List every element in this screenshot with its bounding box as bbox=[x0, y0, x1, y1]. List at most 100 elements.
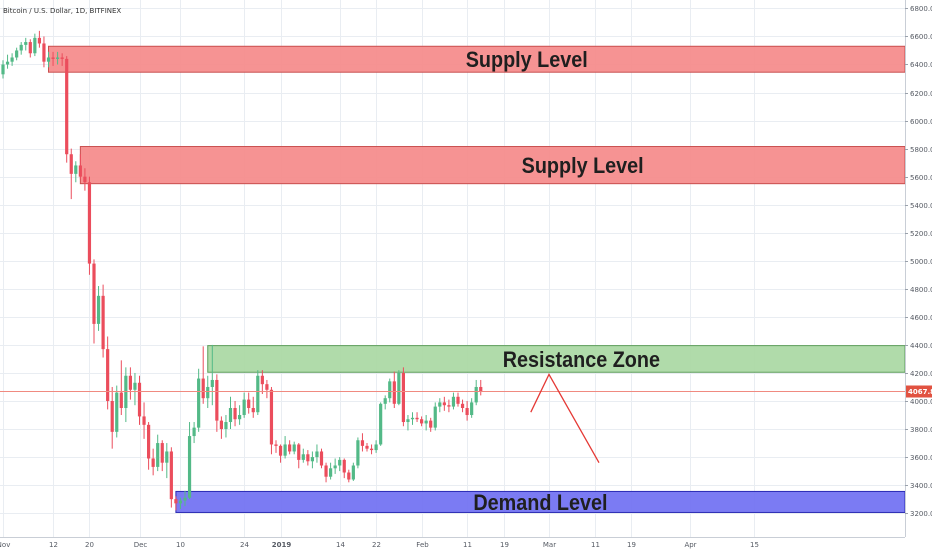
zone-label: Demand Level bbox=[473, 491, 607, 515]
candle-body bbox=[142, 416, 146, 425]
y-tick-label: 4800.0 bbox=[910, 286, 932, 294]
zones bbox=[48, 45, 906, 513]
candle-body bbox=[292, 444, 296, 452]
candle-body bbox=[5, 61, 10, 65]
candle-body bbox=[474, 386, 478, 403]
candle-body bbox=[156, 443, 160, 467]
y-tick-label: 6400.0 bbox=[910, 61, 932, 69]
y-tick-label: 4200.0 bbox=[910, 370, 932, 378]
x-tick-label: 24 bbox=[240, 541, 249, 549]
candle-body bbox=[137, 382, 142, 417]
candle-body bbox=[151, 458, 155, 467]
grid bbox=[0, 0, 905, 537]
candle-body bbox=[78, 165, 82, 177]
current-price-label: 4067.8 bbox=[908, 388, 932, 396]
annotations bbox=[530, 372, 600, 464]
candles bbox=[1, 30, 483, 511]
candle-body bbox=[329, 468, 333, 477]
x-tick-label: 14 bbox=[336, 541, 345, 549]
candle-body bbox=[19, 44, 23, 51]
candle-body bbox=[470, 402, 474, 416]
candle-body bbox=[351, 465, 355, 480]
candle-body bbox=[433, 406, 437, 428]
candle-body bbox=[438, 402, 442, 407]
candle-body bbox=[69, 154, 73, 174]
candle-body bbox=[379, 403, 383, 445]
candle-body bbox=[315, 451, 319, 458]
candle-body bbox=[447, 405, 451, 407]
candle-body bbox=[456, 396, 460, 404]
zone-label: Supply Level bbox=[466, 48, 588, 72]
x-tick-label: 11 bbox=[591, 541, 600, 549]
candle-body bbox=[406, 419, 410, 423]
candle-body bbox=[360, 440, 365, 446]
candle-body bbox=[92, 263, 96, 324]
candle-body bbox=[119, 392, 123, 409]
candle-body bbox=[87, 182, 92, 264]
candle-body bbox=[238, 415, 242, 420]
candle-body bbox=[265, 384, 269, 390]
candle-body bbox=[401, 372, 405, 423]
candle-body bbox=[215, 379, 219, 421]
candle-body bbox=[288, 444, 292, 452]
candle-body bbox=[174, 499, 178, 504]
candle-body bbox=[374, 444, 378, 451]
candle-body bbox=[324, 465, 328, 477]
candle-body bbox=[233, 408, 237, 420]
candle-body bbox=[74, 165, 78, 174]
price-axis-panel bbox=[905, 0, 932, 550]
y-tick-label: 3400.0 bbox=[910, 482, 932, 490]
candle-body bbox=[301, 454, 305, 460]
candle-body bbox=[420, 419, 424, 424]
y-tick-label: 3200.0 bbox=[910, 510, 932, 518]
candle-body bbox=[342, 459, 346, 473]
x-tick-label: 22 bbox=[372, 541, 381, 549]
candle-body bbox=[60, 57, 64, 59]
x-tick-label: Apr bbox=[684, 541, 696, 549]
candle-body bbox=[24, 42, 28, 45]
candle-body bbox=[242, 399, 246, 416]
y-tick-label: 5200.0 bbox=[910, 230, 932, 238]
candle-body bbox=[256, 375, 260, 413]
candle-body bbox=[260, 375, 264, 385]
zone-label: Resistance Zone bbox=[503, 348, 660, 372]
candle-body bbox=[251, 408, 255, 413]
y-tick-label: 3600.0 bbox=[910, 454, 932, 462]
candle-body bbox=[115, 392, 119, 432]
candle-body bbox=[442, 402, 446, 406]
y-tick-label: 6800.0 bbox=[910, 5, 932, 13]
current-price-tag bbox=[906, 385, 932, 398]
annotation-line bbox=[530, 372, 600, 464]
candle-body bbox=[201, 378, 205, 399]
candle-body bbox=[460, 403, 465, 409]
y-tick-label: 3800.0 bbox=[910, 426, 932, 434]
zone-box bbox=[79, 146, 906, 185]
candle-body bbox=[160, 443, 164, 463]
candle-body bbox=[33, 37, 37, 54]
candle-body bbox=[192, 427, 196, 437]
y-tick-label: 5000.0 bbox=[910, 258, 932, 266]
candle-body bbox=[128, 375, 132, 390]
candle-body bbox=[96, 295, 101, 324]
candle-body bbox=[383, 398, 387, 404]
candle-body bbox=[183, 497, 187, 501]
x-tick-label: 11 bbox=[463, 541, 472, 549]
candle-body bbox=[178, 500, 183, 504]
x-tick-label: Mar bbox=[543, 541, 556, 549]
chart-title: Bitcoin / U.S. Dollar, 1D, BITFINEX bbox=[3, 7, 121, 15]
zone-box bbox=[207, 345, 906, 373]
candle-body bbox=[392, 381, 396, 404]
candle-body bbox=[278, 445, 283, 456]
candle-body bbox=[83, 176, 87, 183]
candle-body bbox=[56, 57, 60, 59]
candle-body bbox=[429, 420, 433, 428]
y-tick-label: 4600.0 bbox=[910, 314, 932, 322]
candle-body bbox=[269, 389, 274, 445]
x-tick-label: Nov bbox=[0, 541, 10, 549]
candle-body bbox=[451, 396, 456, 407]
zone-box bbox=[48, 45, 906, 73]
candle-body bbox=[247, 399, 251, 409]
y-tick-label: 4400.0 bbox=[910, 342, 932, 350]
